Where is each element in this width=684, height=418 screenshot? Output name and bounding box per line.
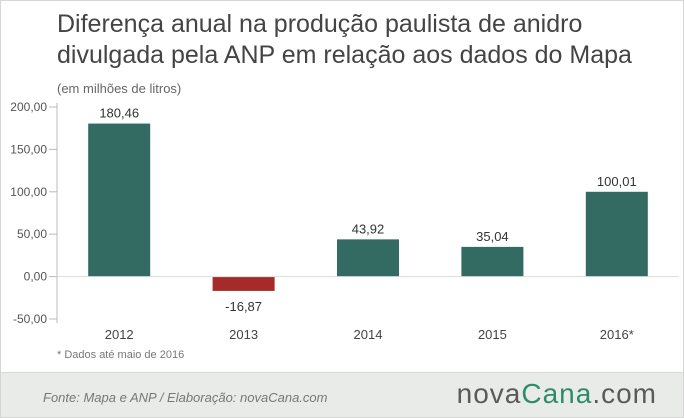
y-tick-label: 200,00 (10, 100, 47, 114)
chart-subtitle: (em milhões de litros) (57, 81, 182, 96)
footer: Fonte: Mapa e ANP / Elaboração: novaCana… (1, 372, 683, 417)
bar-2013 (212, 276, 275, 291)
source-text: Fonte: Mapa e ANP / Elaboração: novaCana… (43, 390, 328, 405)
novacana-logo: novaCana.com (457, 378, 657, 410)
x-tick-label: 2013 (229, 327, 258, 342)
logo-part-cana: Cana (521, 378, 593, 409)
bar-2014 (337, 239, 399, 277)
logo-part-nova: nova (456, 378, 522, 409)
bar-2015 (461, 246, 524, 277)
y-tick-label: 150,00 (10, 142, 47, 156)
value-label: 100,01 (597, 174, 637, 189)
x-tick-label: 2012 (105, 327, 134, 342)
value-label: -16,87 (225, 299, 262, 314)
bar-2012 (88, 123, 151, 277)
x-tick-label: 2016* (600, 327, 634, 342)
bars (57, 123, 679, 291)
bar-chart: 200,00 150,00 100,00 50,00 0,00 -50,00 180,46… (10, 100, 679, 342)
value-label: 180,46 (99, 106, 139, 121)
value-label: 43,92 (352, 221, 385, 236)
chart-title: Diferença anual na produção paulista de … (57, 10, 632, 69)
logo-part-com: .com (592, 378, 657, 409)
value-labels: 180,46 -16,87 43,92 35,04 100,01 (99, 106, 636, 314)
y-tick-label: 0,00 (24, 270, 48, 284)
y-tick-label: 100,00 (10, 185, 47, 199)
bar-2016 (585, 191, 648, 277)
y-tick-label: -50,00 (13, 312, 47, 326)
x-tick-label: 2014 (354, 327, 383, 342)
value-label: 35,04 (476, 229, 509, 244)
x-tick-label: 2015 (478, 327, 507, 342)
footnote: * Dados até maio de 2016 (57, 349, 185, 361)
y-axis: 200,00 150,00 100,00 50,00 0,00 -50,00 (10, 100, 58, 326)
y-tick-label: 50,00 (17, 227, 47, 241)
x-axis: 2012 2013 2014 2015 2016* (105, 327, 634, 342)
